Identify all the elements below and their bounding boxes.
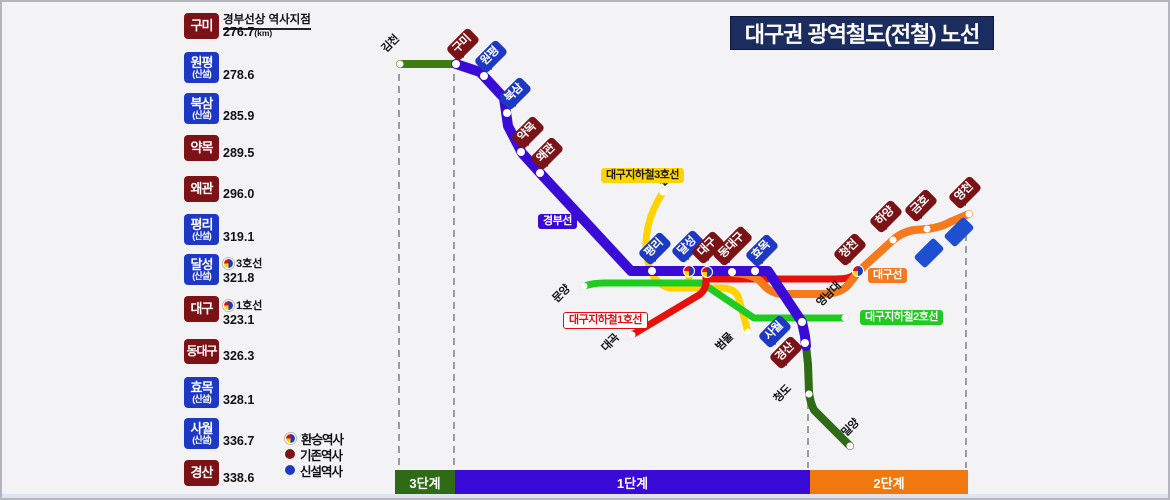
- panel-station-box-6: 평리 (신설): [184, 214, 219, 245]
- panel-station-box-4: 약목: [184, 135, 219, 161]
- panel-transfer-badge: 3호선: [223, 255, 262, 271]
- legend-row: 신설역사: [285, 463, 343, 479]
- panel-km-value: 328.1: [223, 393, 255, 407]
- transfer-pie-icon: [223, 257, 234, 269]
- panel-km-value: 278.6: [223, 68, 255, 82]
- existing-station-dot-icon: [285, 449, 295, 459]
- frame-bottom-strip: [2, 494, 1168, 498]
- panel-station-box-3: 북삼 (신설): [184, 93, 219, 124]
- panel-km-value: 321.8: [223, 271, 255, 285]
- phase-bar-2: 1단계: [455, 470, 810, 494]
- label-metro-line3: 대구지하철3호선: [601, 168, 684, 183]
- label-daegu-line: 대구선: [868, 268, 907, 283]
- panel-station-box-12: 경산: [184, 460, 219, 486]
- blank-blue-box: [914, 217, 974, 268]
- panel-km-value: 319.1: [223, 230, 255, 244]
- panel-station-box-1: 구미: [184, 13, 219, 39]
- label-metro-line2: 대구지하철2호선: [860, 310, 943, 325]
- panel-station-box-8: 대구: [184, 296, 219, 322]
- legend: 환승역사 기존역사 신설역사: [285, 431, 344, 479]
- label-metro-line1: 대구지하철1호선: [563, 312, 648, 329]
- legend-row: 기존역사: [285, 447, 343, 463]
- panel-station-box-11: 사월 (신설): [184, 418, 219, 449]
- panel-station-box-9: 동대구: [184, 339, 219, 364]
- panel-km-value: 296.0: [223, 187, 255, 201]
- panel-station-box-2: 원평 (신설): [184, 52, 219, 83]
- page-title: 대구권 광역철도(전철) 노선: [730, 16, 994, 50]
- station-dots: [396, 60, 973, 450]
- panel-station-box-10: 효목 (신설): [184, 377, 219, 408]
- legend-row: 환승역사: [285, 431, 344, 447]
- panel-transfer-badge: 1호선: [223, 297, 262, 313]
- transfer-pie-daegu: [701, 266, 713, 278]
- label-gyeongbu-line: 경부선: [538, 214, 577, 229]
- transfer-pie-dalseong: [683, 265, 695, 277]
- phase-bar-3: 2단계: [810, 470, 968, 494]
- panel-km-value: 276.7(km): [223, 25, 273, 39]
- phase-bar-1: 3단계: [395, 470, 455, 494]
- panel-km-value: 338.6: [223, 471, 255, 485]
- panel-header-note: 경부선상 역사지점: [223, 11, 311, 30]
- panel-km-value: 326.3: [223, 349, 255, 363]
- transfer-pie-icon: [223, 299, 234, 311]
- new-station-dot-icon: [285, 465, 295, 475]
- panel-km-value: 289.5: [223, 146, 255, 160]
- panel-km-value: 285.9: [223, 109, 255, 123]
- line-metro3: [642, 188, 752, 336]
- panel-km-value: 336.7: [223, 434, 255, 448]
- panel-station-box-5: 왜관: [184, 176, 219, 202]
- transfer-pie-icon: [285, 432, 296, 444]
- transfer-pie-cheongcheon: [852, 265, 864, 277]
- panel-station-box-7: 달성 (신설): [184, 254, 219, 285]
- panel-km-value: 323.1: [223, 313, 255, 327]
